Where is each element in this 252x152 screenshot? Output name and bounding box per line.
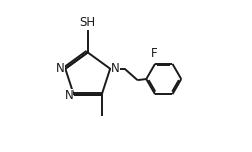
Text: N: N: [110, 62, 119, 75]
Text: F: F: [150, 47, 157, 60]
Text: N: N: [56, 62, 64, 75]
Text: SH: SH: [79, 16, 96, 29]
Text: N: N: [64, 89, 73, 102]
